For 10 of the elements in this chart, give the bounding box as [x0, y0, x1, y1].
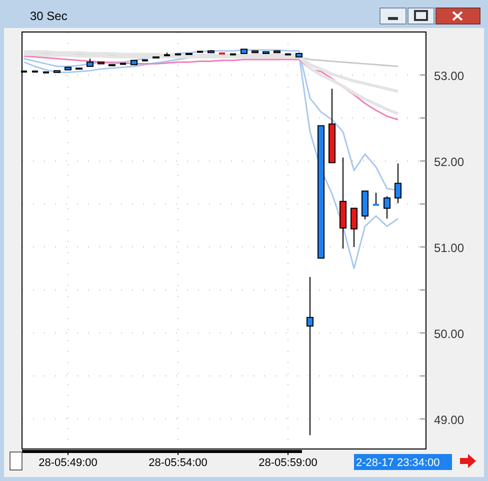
y-tick-label: 52.00 [434, 154, 464, 169]
y-tick-label: 49.00 [434, 412, 464, 427]
chart-title: 30 Sec [30, 9, 68, 23]
y-tick-label: 51.00 [434, 240, 464, 255]
text: 2-28-17 23:34:00 [356, 457, 440, 469]
x-tick-label: 28-05:49:00 [38, 457, 98, 469]
x-tick-label: 28-05:59:00 [258, 457, 318, 469]
x-tick-label: 28-05:54:00 [148, 457, 208, 469]
y-tick-label: 53.00 [434, 68, 464, 83]
y-tick-label: 50.00 [434, 326, 464, 341]
